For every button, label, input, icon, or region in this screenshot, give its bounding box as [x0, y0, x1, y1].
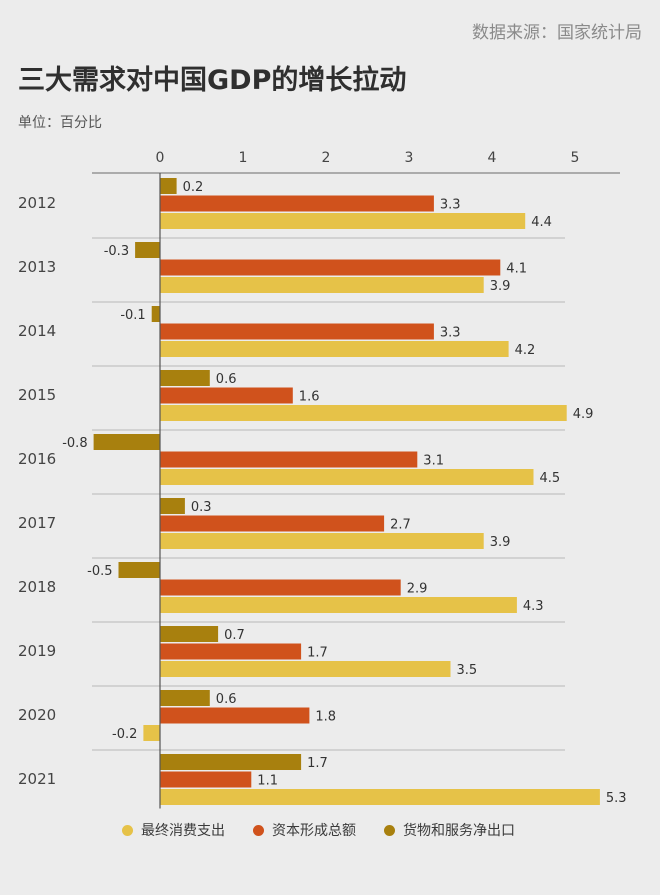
data-label: 1.6: [299, 390, 320, 405]
bar: [160, 178, 177, 194]
bar: [160, 213, 526, 229]
bar: [160, 626, 219, 642]
category-label: 2020: [18, 706, 56, 724]
chart-title: 三大需求对中国GDP的增长拉动: [18, 65, 407, 96]
data-label: 0.7: [224, 628, 245, 643]
bar: [160, 661, 451, 677]
data-label: 0.2: [183, 180, 204, 195]
data-label: 1.8: [315, 710, 336, 725]
bar: [160, 533, 484, 549]
category-label: 2021: [18, 770, 56, 788]
category-label: 2014: [18, 322, 56, 340]
data-source: 数据来源：国家统计局: [472, 23, 642, 43]
legend: 最终消费支出 资本形成总额 货物和服务净出口: [122, 820, 515, 840]
x-tick-label: 1: [239, 150, 248, 166]
data-label: 0.6: [216, 692, 237, 707]
data-label: -0.8: [62, 436, 87, 451]
data-label: 4.4: [531, 215, 552, 230]
category-label: 2015: [18, 386, 56, 404]
bar: [160, 515, 385, 532]
data-label: 3.3: [440, 198, 461, 213]
x-tick-label: 0: [156, 150, 165, 166]
bar: [160, 341, 509, 357]
x-tick-label: 5: [571, 150, 580, 166]
bar: [151, 306, 160, 322]
bar: [160, 451, 418, 468]
data-label: 3.1: [423, 454, 444, 469]
bar: [160, 789, 600, 805]
bar: [160, 370, 210, 386]
bar-chart: 0 1 2 3 4 5 2012 0.2 3.3 4.4 2013 -0.3 4.1 3.9 2014 -0.…: [18, 150, 627, 809]
legend-item-net-exports: 货物和服务净出口: [384, 820, 515, 840]
bar: [160, 597, 517, 613]
category-label: 2012: [18, 194, 56, 212]
bar: [143, 725, 160, 741]
bar: [160, 469, 534, 485]
data-label: -0.1: [120, 308, 145, 323]
bar: [160, 387, 293, 404]
category-label: 2019: [18, 642, 56, 660]
bar: [135, 242, 160, 258]
data-label: 4.5: [540, 471, 561, 486]
data-label: 0.6: [216, 372, 237, 387]
legend-swatch-net-exports: [384, 824, 395, 836]
legend-label-capital: 资本形成总额: [272, 823, 356, 839]
data-label: 2.9: [407, 582, 428, 597]
bar: [160, 690, 210, 706]
data-label: 1.7: [307, 756, 328, 771]
data-label: 5.3: [606, 791, 627, 806]
bar: [160, 277, 484, 293]
data-label: 3.9: [490, 535, 511, 550]
data-label: -0.2: [112, 727, 137, 742]
bar: [160, 771, 252, 788]
data-label: 2.7: [390, 518, 411, 533]
bar: [93, 434, 160, 450]
bar: [160, 498, 185, 514]
legend-item-capital: 资本形成总额: [253, 820, 356, 840]
data-label: 1.1: [257, 774, 278, 789]
bar: [160, 643, 302, 660]
bar: [160, 754, 302, 770]
unit-label: 单位：百分比: [18, 115, 102, 131]
bar: [160, 405, 567, 421]
data-label: -0.5: [87, 564, 112, 579]
bar: [160, 579, 401, 596]
legend-swatch-consumption: [122, 824, 133, 836]
bar: [118, 562, 160, 578]
data-label: 4.1: [506, 262, 527, 277]
legend-item-consumption: 最终消费支出: [122, 820, 225, 840]
category-label: 2016: [18, 450, 56, 468]
category-label: 2017: [18, 514, 56, 532]
legend-label-consumption: 最终消费支出: [141, 823, 225, 839]
category-label: 2018: [18, 578, 56, 596]
bar: [160, 195, 434, 212]
bar: [160, 707, 310, 724]
data-label: 3.9: [490, 279, 511, 294]
legend-swatch-capital: [253, 824, 264, 836]
category-label: 2013: [18, 258, 56, 276]
data-label: -0.3: [104, 244, 129, 259]
x-tick-label: 2: [322, 150, 331, 166]
data-label: 3.3: [440, 326, 461, 341]
data-label: 0.3: [191, 500, 212, 515]
data-label: 4.2: [515, 343, 536, 358]
data-label: 1.7: [307, 646, 328, 661]
x-tick-label: 3: [405, 150, 414, 166]
data-label: 4.3: [523, 599, 544, 614]
data-label: 3.5: [457, 663, 478, 678]
x-tick-label: 4: [488, 150, 497, 166]
bar: [160, 259, 501, 276]
data-label: 4.9: [573, 407, 594, 422]
legend-label-net-exports: 货物和服务净出口: [403, 823, 515, 839]
bar: [160, 323, 434, 340]
